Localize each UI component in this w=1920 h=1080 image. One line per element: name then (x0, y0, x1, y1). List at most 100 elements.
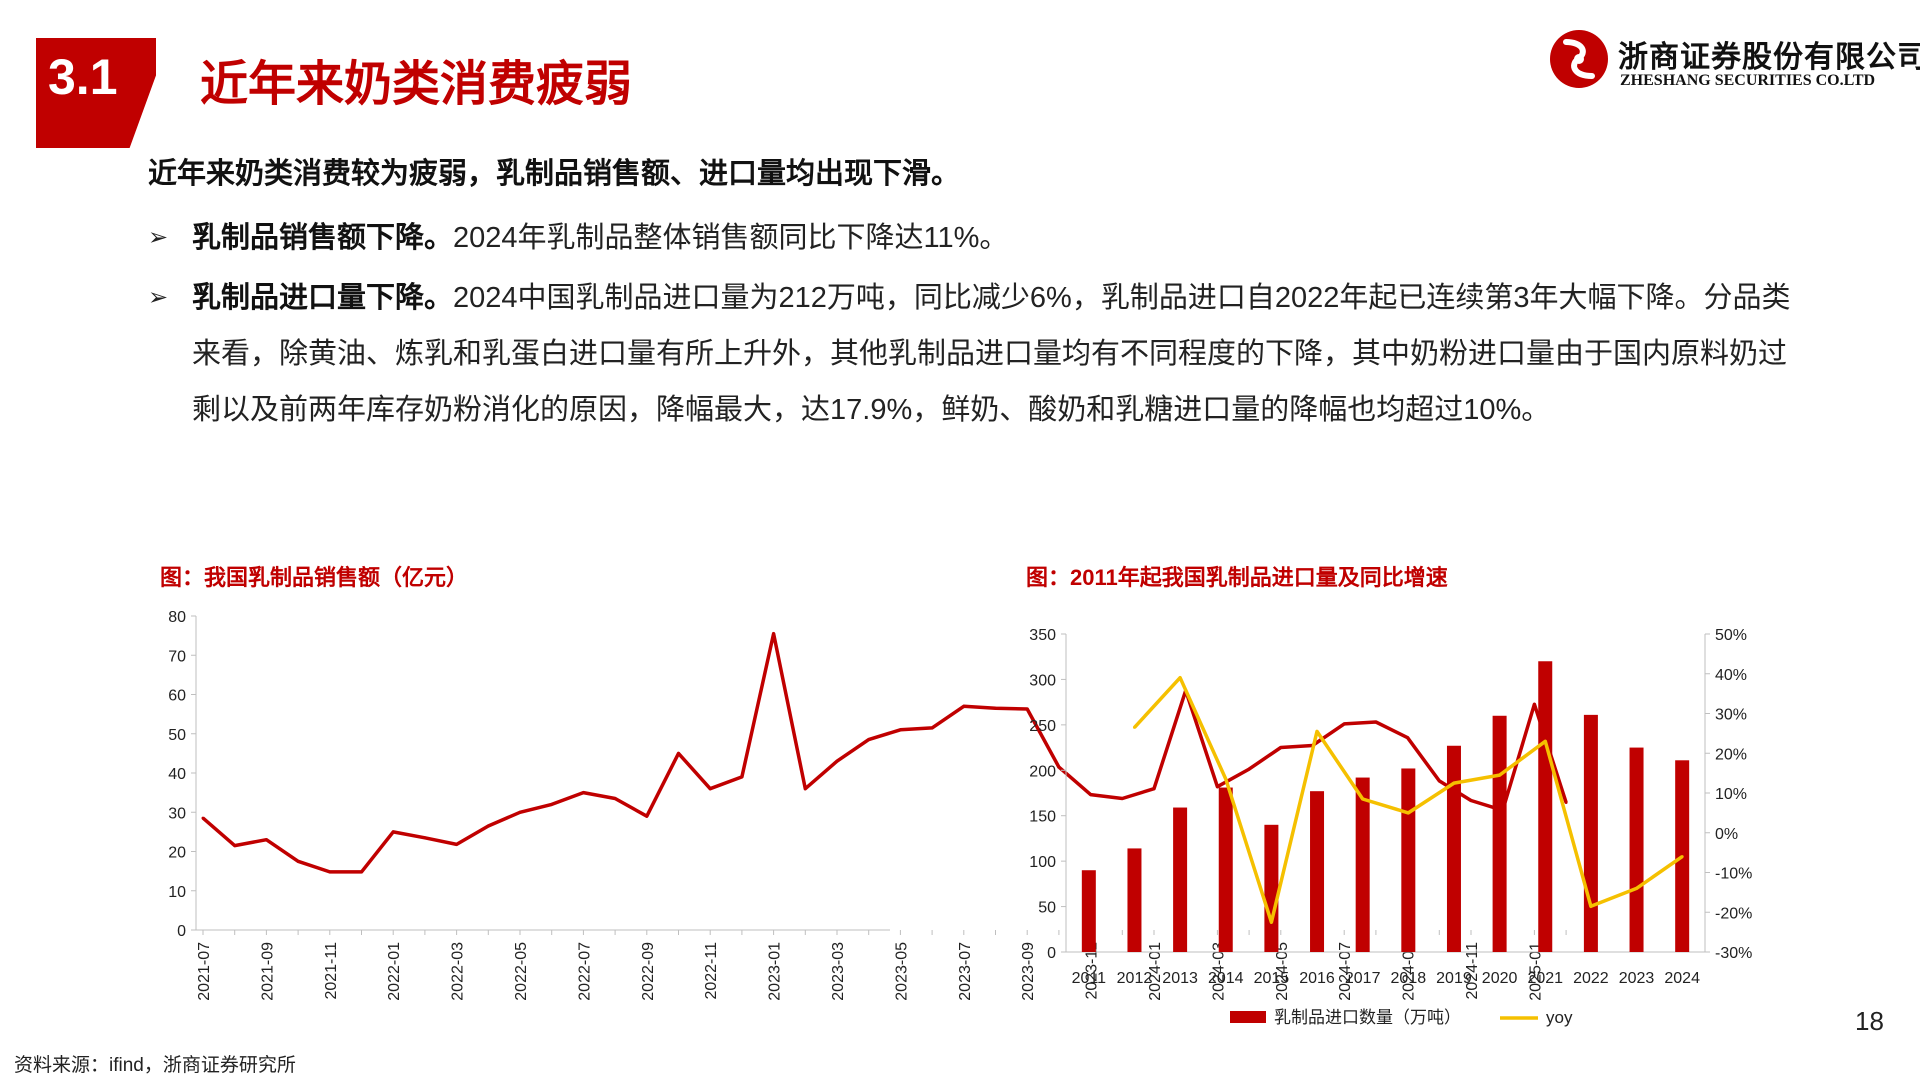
right-chart-import-bar (1218, 787, 1233, 952)
left-chart-y-tick-label: 80 (168, 609, 186, 626)
left-chart-data-point (994, 706, 997, 710)
right-chart-y-tick-label: 100 (1029, 854, 1056, 871)
right-chart-y2-tick-label: 20% (1715, 746, 1747, 763)
right-chart-y-tick-label: 300 (1029, 672, 1056, 689)
right-chart-x-tick-label: 2013 (1162, 970, 1198, 987)
left-chart-x-tick-label: 2022-01 (386, 942, 403, 1001)
left-chart-x-tick-label: 2021-07 (196, 942, 213, 1001)
right-chart-import-bar (1173, 807, 1188, 952)
right-chart-y2-tick-label: 0% (1715, 826, 1738, 843)
left-chart-data-point (677, 751, 680, 755)
left-chart-data-point (1469, 798, 1473, 802)
left-chart-x-tick-label: 2025-01 (1527, 942, 1544, 1001)
right-chart-y-tick-label: 200 (1029, 763, 1056, 780)
left-chart-x-tick-label: 2023-07 (957, 942, 974, 1001)
left-chart-y-tick-label: 40 (168, 766, 186, 783)
page-title: 近年来奶类消费疲弱 (200, 58, 633, 111)
left-chart-x-tick-label: 2024-03 (1210, 942, 1227, 1001)
left-chart-data-point (201, 816, 205, 820)
right-chart-yoy-point (1178, 676, 1182, 680)
section-number: 3.1 (48, 49, 118, 105)
left-chart-y-tick-label: 60 (168, 688, 186, 705)
left-chart-data-point (1025, 707, 1029, 711)
right-chart-yoy-point (1589, 904, 1593, 908)
left-chart-data-point (360, 870, 363, 874)
right-chart-yoy-point (1543, 739, 1547, 743)
left-chart-x-tick-label: 2023-05 (893, 942, 910, 1001)
left-chart-data-point (550, 802, 554, 806)
right-chart-import-bar (1127, 848, 1142, 952)
right-chart-import-bar (1538, 661, 1553, 952)
right-chart-y2-tick-label: 10% (1715, 786, 1747, 803)
right-chart-x-tick-label: 2022 (1573, 970, 1609, 987)
right-chart-y2-tick-label: 40% (1715, 667, 1747, 684)
right-chart-title: 图：2011年起我国乳制品进口量及同比增速 (1026, 565, 1448, 590)
right-chart-x-tick-label: 2015 (1254, 970, 1290, 987)
bullet-arrow-icon: ➢ (148, 224, 169, 251)
left-chart-data-point (1279, 745, 1283, 749)
right-chart-x-tick-label: 2017 (1345, 970, 1381, 987)
left-chart-data-point (1057, 765, 1061, 769)
left-chart-data-point (328, 870, 332, 874)
right-chart-x-tick-label: 2024 (1664, 970, 1700, 987)
bullet-heading: 乳制品进口量下降。 (192, 282, 454, 314)
left-chart-x-tick-label: 2023-01 (767, 942, 784, 1001)
logo-company-name-cn: 浙商证券股份有限公司 (1618, 41, 1920, 74)
bullet-arrow-icon: ➢ (148, 284, 169, 311)
right-chart-import-bar (1583, 714, 1598, 952)
left-chart-data-point (708, 787, 712, 791)
right-chart-y-tick-label: 150 (1029, 809, 1056, 826)
left-chart-x-tick-label: 2024-09 (1401, 942, 1418, 1001)
right-chart-import-bar (1629, 747, 1644, 952)
right-chart-yoy-point (1315, 729, 1319, 733)
right-chart-x-tick-label: 2019 (1436, 970, 1472, 987)
right-chart-y2-tick-label: 50% (1715, 627, 1747, 644)
left-chart-x-tick-label: 2022-05 (513, 942, 530, 1001)
right-chart-yoy-point (1498, 773, 1502, 777)
bullet-body: 乳制品销售额下降。2024年乳制品整体销售额同比下降达11%。 (192, 210, 1792, 266)
logo-company-name-en: ZHESHANG SECURITIES CO.LTD (1620, 72, 1876, 89)
bullet-body: 乳制品进口量下降。2024中国乳制品进口量为212万吨，同比减少6%，乳制品进口… (192, 270, 1792, 438)
right-chart-yoy-point (1635, 886, 1639, 890)
left-chart-x-tick-label: 2024-05 (1274, 942, 1291, 1001)
left-chart-data-point (423, 836, 427, 840)
left-chart-data-point (1120, 797, 1124, 801)
right-chart-yoy-point (1269, 920, 1273, 924)
left-chart-y-tick-label: 0 (177, 923, 186, 940)
left-chart-x-tick-label: 2021-11 (323, 942, 340, 1000)
right-chart-import-bar (1310, 791, 1325, 952)
left-chart-title: 图：我国乳制品销售额（亿元） (160, 565, 469, 590)
right-chart-yoy-point (1132, 725, 1136, 729)
right-chart-yoy-point (1406, 811, 1410, 815)
right-chart-x-tick-label: 2016 (1299, 970, 1335, 987)
right-chart-y-tick-label: 350 (1029, 627, 1056, 644)
section-badge (36, 38, 156, 148)
left-chart-data-point (1089, 793, 1093, 797)
right-chart-y-tick-label: 50 (1038, 900, 1056, 917)
left-chart-data-point (1406, 736, 1410, 740)
left-chart-data-point (581, 791, 585, 795)
left-chart-data-point (1342, 722, 1346, 726)
left-chart-x-tick-label: 2023-09 (1020, 942, 1037, 1001)
left-chart-data-point (1247, 767, 1251, 771)
right-chart-y-tick-label: 250 (1029, 718, 1056, 735)
left-chart-x-tick-label: 2022-09 (640, 942, 657, 1001)
right-chart-yoy-point (1452, 781, 1456, 785)
left-chart-x-tick-label: 2024-07 (1337, 942, 1354, 1001)
left-chart-x-tick-label: 2024-11 (1464, 942, 1481, 1000)
left-chart-data-point (740, 775, 744, 779)
right-chart-x-tick-label: 2011 (1072, 970, 1107, 987)
left-chart-data-point (772, 632, 776, 636)
right-chart-x-tick-label: 2014 (1208, 970, 1244, 987)
source-note: 资料来源：ifind，浙商证券研究所 (14, 1055, 296, 1076)
left-chart-data-point (835, 759, 839, 763)
left-chart-data-point (391, 830, 395, 834)
left-chart-data-point (1215, 785, 1219, 789)
right-chart-y-tick-label: 0 (1047, 945, 1056, 962)
left-chart-x-tick-label: 2022-11 (703, 942, 720, 1000)
left-chart-x-tick-label: 2022-03 (450, 942, 467, 1001)
company-logo: 浙商证券股份有限公司 ZHESHANG SECURITIES CO.LTD (1548, 28, 1920, 98)
left-chart-x-tick-label: 2023-11 (1084, 942, 1101, 1000)
left-chart-data-point (803, 787, 807, 791)
